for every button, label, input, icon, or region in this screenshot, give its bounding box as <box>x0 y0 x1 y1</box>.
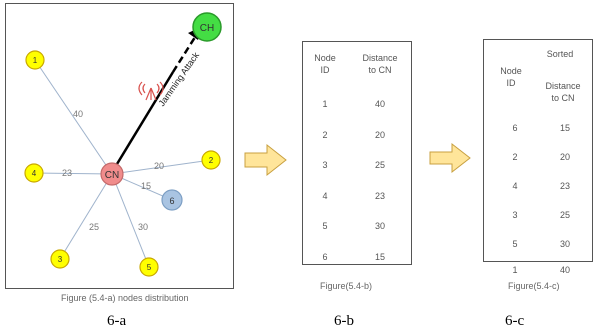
table-b-row-2-id: 2 <box>322 129 328 140</box>
table-c-sorted-label: Sorted <box>546 49 574 59</box>
distance-label-1: 40 <box>73 109 83 119</box>
node-3-label: 3 <box>58 255 63 264</box>
table-c-row-4-distance: 25 <box>559 210 570 220</box>
table-c-row-3-distance: 23 <box>559 181 570 191</box>
link-1 <box>34 59 113 175</box>
node-4[interactable]: 4 <box>24 163 44 183</box>
attack-link <box>115 71 175 165</box>
node-2[interactable]: 2 <box>201 150 221 170</box>
link-2 <box>111 159 212 175</box>
subfigure-label-c: 6-c <box>505 313 525 329</box>
distance-label-4: 23 <box>62 168 72 178</box>
network-panel <box>5 3 234 289</box>
center-node-label: CN <box>105 170 119 181</box>
table-c-row-2-distance: 20 <box>559 152 570 162</box>
jammer-antenna-icon <box>138 81 164 101</box>
attack-arrow-shaft <box>171 33 199 73</box>
cluster-head-label: CH <box>200 23 214 34</box>
node-1-label: 1 <box>33 56 38 65</box>
node-2-label: 2 <box>209 156 214 165</box>
attack-label: Jamming Attack <box>156 50 201 108</box>
table-b-row-4-id: 4 <box>322 190 328 201</box>
table-b-row-5-distance: 30 <box>374 221 385 231</box>
table-c-row-5-distance: 30 <box>559 239 570 249</box>
table-b-header-distance: Distance to CN <box>362 53 398 75</box>
table-c-caption: Figure(5.4-c) <box>508 281 560 291</box>
distance-label-2: 20 <box>154 161 164 171</box>
node-6-label: 6 <box>169 196 174 206</box>
table-c-header-node: Node ID <box>500 66 522 88</box>
table-b-header-node: Node ID <box>314 53 336 75</box>
table-b-row-1-distance: 40 <box>374 99 385 109</box>
distance-label-6: 15 <box>141 181 151 191</box>
node-5[interactable]: 5 <box>139 257 159 277</box>
table-b-row-5-id: 5 <box>322 221 328 231</box>
table-b-row-2-distance: 20 <box>374 129 385 140</box>
table-b-row-6-distance: 15 <box>374 251 385 262</box>
node-6[interactable]: 6 <box>161 189 183 211</box>
table-b-row-3-distance: 25 <box>374 160 385 170</box>
table-c-row-1-id: 6 <box>512 123 518 133</box>
subfigure-label-a: 6-a <box>107 313 127 329</box>
table-b-row-1-id: 1 <box>322 99 328 109</box>
node-4-label: 4 <box>32 169 37 178</box>
node-3[interactable]: 3 <box>50 249 70 269</box>
table-c-row-5-id: 5 <box>512 239 518 249</box>
table-c-overflow-distance: 40 <box>559 265 570 275</box>
link-4 <box>33 172 113 175</box>
link-3 <box>59 173 113 260</box>
cluster-head-node[interactable]: CH <box>192 12 222 42</box>
table-b-caption: Figure(5.4-b) <box>320 281 373 291</box>
table-b-row-3-id: 3 <box>322 160 328 170</box>
table-b-panel <box>302 41 412 265</box>
distance-label-5: 30 <box>138 222 148 232</box>
table-c-row-2-id: 2 <box>512 152 518 162</box>
node-5-label: 5 <box>147 263 152 272</box>
table-b-row-6-id: 6 <box>322 251 328 262</box>
table-c-header-distance: Distance to CN <box>545 81 581 103</box>
network-caption: Figure (5.4-a) nodes distribution <box>61 293 189 303</box>
subfigure-label-b: 6-b <box>334 313 354 329</box>
table-c-row-3-id: 4 <box>512 181 518 191</box>
node-1[interactable]: 1 <box>25 50 45 70</box>
table-c-overflow-id: 1 <box>512 265 518 275</box>
right-arrow-icon <box>244 143 287 177</box>
links <box>33 59 212 268</box>
table-c-row-1-distance: 15 <box>559 123 570 133</box>
table-c-panel <box>483 39 593 262</box>
table-c-row-4-id: 3 <box>512 210 518 220</box>
distance-label-3: 25 <box>89 222 99 232</box>
link-5 <box>111 173 150 268</box>
center-node[interactable]: CN <box>100 162 124 186</box>
table-b-row-4-distance: 23 <box>374 190 385 201</box>
right-arrow-icon <box>429 142 471 174</box>
